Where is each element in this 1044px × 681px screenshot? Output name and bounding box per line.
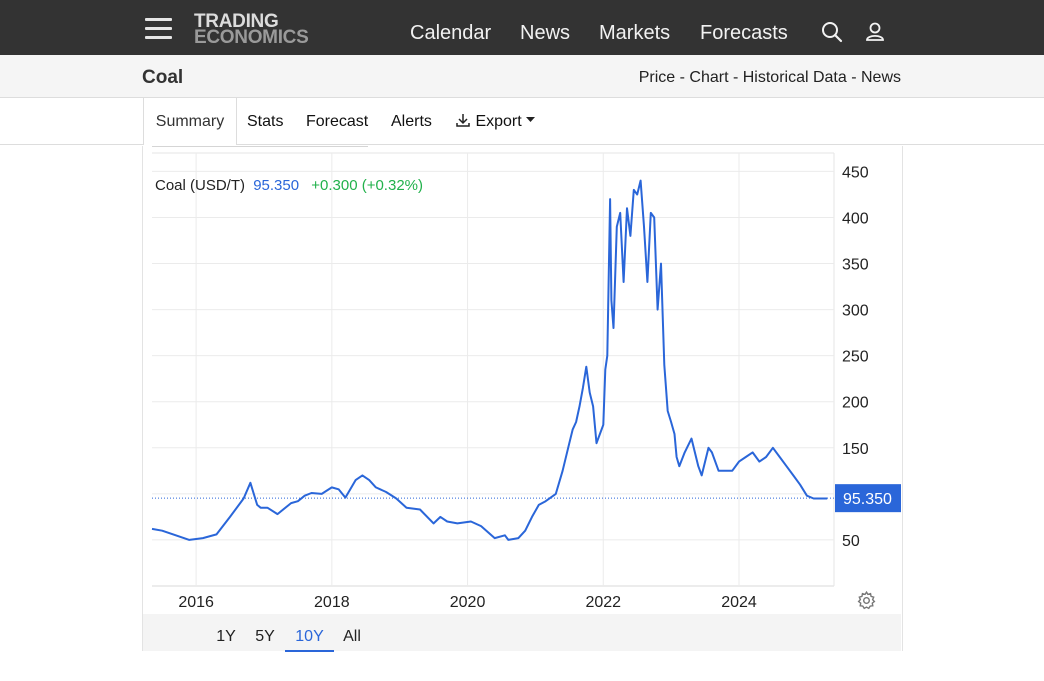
- nav-forecasts[interactable]: Forecasts: [700, 22, 788, 44]
- logo-line-1: TRADING: [194, 11, 279, 32]
- page-title: Coal: [142, 67, 184, 88]
- range-1y[interactable]: 1Y: [216, 628, 236, 645]
- x-tick-label: 2024: [721, 594, 757, 611]
- logo-line-2: ECONOMICS: [194, 27, 309, 48]
- page-header: Coal Price - Chart - Historical Data - N…: [0, 55, 1044, 98]
- tab-stats[interactable]: Stats: [247, 113, 284, 130]
- link-separator: -: [846, 69, 861, 86]
- tab-export[interactable]: Export: [455, 98, 536, 144]
- y-tick-label: 400: [842, 210, 869, 227]
- nav-calendar[interactable]: Calendar: [410, 22, 492, 44]
- x-tick-label: 2018: [314, 594, 350, 611]
- chart-container: [142, 146, 903, 651]
- caret-down-icon: [526, 117, 536, 122]
- link-price[interactable]: Price: [638, 69, 676, 86]
- y-tick-label: 150: [842, 441, 869, 458]
- page-links: Price - Chart - Historical Data - News: [639, 69, 901, 87]
- y-tick-label: 300: [842, 303, 869, 320]
- link-separator: -: [675, 69, 690, 86]
- tabs-row: Summary Stats Forecast Alerts Export: [0, 98, 1044, 145]
- legend-series-name: Coal (USD/T): [155, 177, 246, 194]
- coal-price-line: [151, 179, 828, 541]
- tab-summary[interactable]: Summary: [143, 98, 237, 145]
- link-historical-data[interactable]: Historical Data: [742, 69, 847, 86]
- last-price-tag: [835, 484, 901, 513]
- search-icon[interactable]: [820, 20, 844, 44]
- last-price-tag-label: 95.350: [843, 491, 892, 508]
- gear-icon[interactable]: [856, 590, 877, 611]
- tab-alerts[interactable]: Alerts: [391, 113, 432, 130]
- x-tick-label: 2016: [178, 594, 214, 611]
- hamburger-menu-icon[interactable]: [145, 18, 172, 40]
- range-5y[interactable]: 5Y: [255, 628, 275, 645]
- range-all[interactable]: All: [343, 628, 361, 645]
- top-navigation-bar: TRADING ECONOMICS Calendar News Markets …: [0, 0, 1044, 55]
- chart-legend: Coal (USD/T) 95.350 +0.300 (+0.32%): [155, 177, 423, 194]
- download-icon: [456, 114, 470, 127]
- nav-news[interactable]: News: [520, 22, 571, 44]
- range-selector: [143, 614, 901, 651]
- grid-lines: [152, 152, 835, 587]
- link-news[interactable]: News: [860, 69, 901, 86]
- y-tick-label: 200: [842, 395, 869, 412]
- nav-markets[interactable]: Markets: [599, 22, 671, 44]
- x-tick-label: 2020: [450, 594, 486, 611]
- link-chart[interactable]: Chart: [689, 69, 729, 86]
- user-icon[interactable]: [863, 20, 887, 44]
- y-tick-label: 250: [842, 349, 869, 366]
- x-tick-label: 2022: [585, 594, 621, 611]
- legend-change: +0.300 (+0.32%): [311, 177, 423, 194]
- y-axis-ticks: 50 150 200 250 300 350 400 450: [842, 164, 869, 550]
- x-axis-ticks: 2016 2018 2020 2022 2024: [178, 594, 757, 611]
- link-separator: -: [728, 69, 743, 86]
- range-10y[interactable]: 10Y: [285, 614, 334, 652]
- tab-forecast[interactable]: Forecast: [306, 113, 369, 130]
- y-tick-label: 450: [842, 164, 869, 181]
- y-tick-label: 350: [842, 257, 869, 274]
- tab-divider: [152, 146, 368, 147]
- legend-price: 95.350: [253, 177, 300, 194]
- trading-economics-logo[interactable]: TRADING ECONOMICS: [194, 11, 309, 48]
- export-label: Export: [475, 113, 522, 130]
- y-tick-label: 50: [842, 533, 860, 550]
